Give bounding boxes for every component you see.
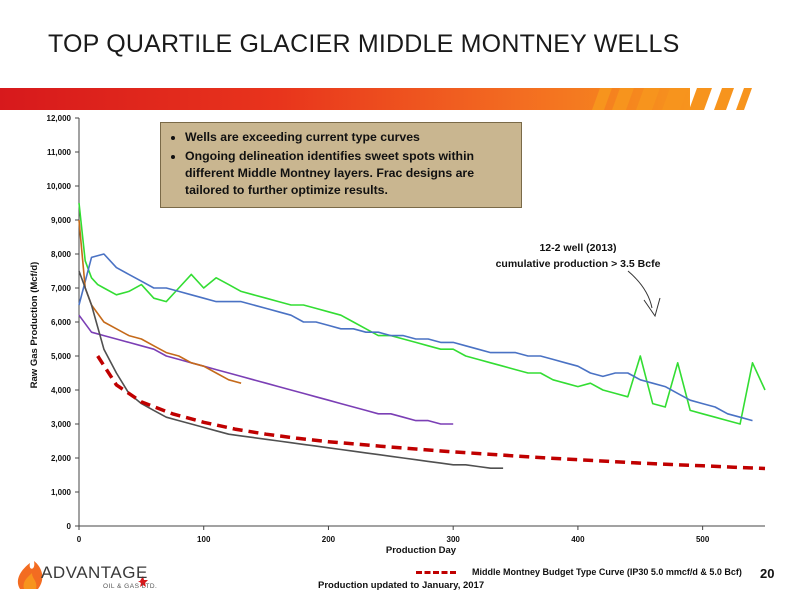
callout-bullet-1: Wells are exceeding current type curves [185,129,513,146]
x-tick-label: 200 [322,535,336,544]
y-tick-label: 10,000 [47,182,72,191]
y-tick-label: 4,000 [51,386,72,395]
y-tick-label: 5,000 [51,352,72,361]
annotation-line-1: 12-2 well (2013) [539,242,617,254]
x-tick-label: 100 [197,535,211,544]
page-number: 20 [760,566,775,581]
x-axis-label: Production Day [386,545,457,556]
y-tick-label: 11,000 [47,148,72,157]
well-series-line-2 [78,253,753,422]
x-tick-label: 0 [77,535,82,544]
well-series-line-3 [78,314,454,425]
y-tick-label: 9,000 [51,216,72,225]
annotation-arrowhead [643,297,661,318]
y-tick-label: 3,000 [51,420,72,429]
header-banner [0,88,752,110]
annotation-arrow [627,270,653,309]
callout-bullet-2: Ongoing delineation identifies sweet spo… [185,148,513,199]
x-tick-label: 300 [447,535,461,544]
y-tick-label: 2,000 [51,454,72,463]
company-logo [17,561,148,589]
y-axis-label: Raw Gas Production (Mcf/d) [29,262,40,389]
logo-subtext: OIL & GAS LTD. [103,583,158,590]
y-tick-label: 8,000 [51,250,72,259]
well-annotation: 12-2 well (2013) cumulative production >… [487,240,669,272]
y-tick-label: 7,000 [51,284,72,293]
x-tick-label: 500 [696,535,710,544]
well-series-line-5 [78,270,504,470]
y-tick-label: 6,000 [51,318,72,327]
callout-box: Wells are exceeding current type curves … [160,122,522,208]
type-curve-line [96,355,766,471]
y-tick-label: 12,000 [47,114,72,123]
annotation-line-2: cumulative production > 3.5 Bcfe [495,258,661,270]
footnote: Production updated to January, 2017 [318,580,485,591]
chart-legend: Middle Montney Budget Type Curve (IP30 5… [416,567,742,577]
legend-swatch-type-curve [416,570,456,574]
y-tick-label: 1,000 [51,488,72,497]
well-series-line-4 [78,219,242,384]
legend-label-type-curve: Middle Montney Budget Type Curve (IP30 5… [472,567,742,577]
y-tick-label: 0 [67,522,72,531]
slide-title: TOP QUARTILE GLACIER MIDDLE MONTNEY WELL… [48,30,680,58]
well-series-line-1 [78,202,766,425]
x-tick-label: 400 [571,535,585,544]
logo-wordmark: ADVANTAGE [41,563,148,582]
